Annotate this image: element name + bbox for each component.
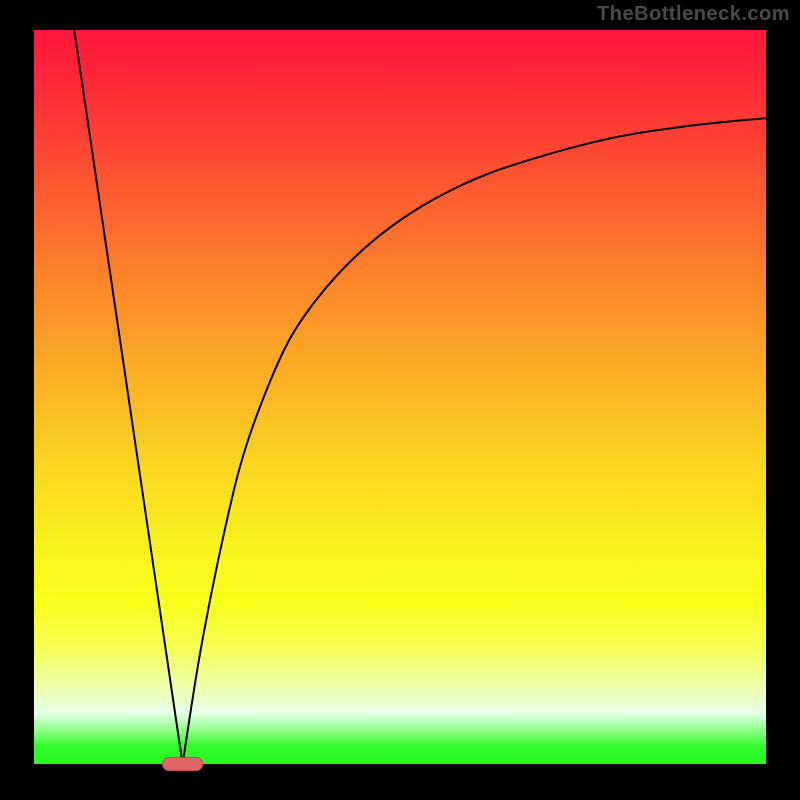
chart-root: TheBottleneck.com bbox=[0, 0, 800, 800]
minimum-marker bbox=[162, 757, 202, 770]
watermark-text: TheBottleneck.com bbox=[597, 3, 790, 26]
chart-svg bbox=[0, 0, 800, 800]
plot-background bbox=[34, 30, 766, 764]
